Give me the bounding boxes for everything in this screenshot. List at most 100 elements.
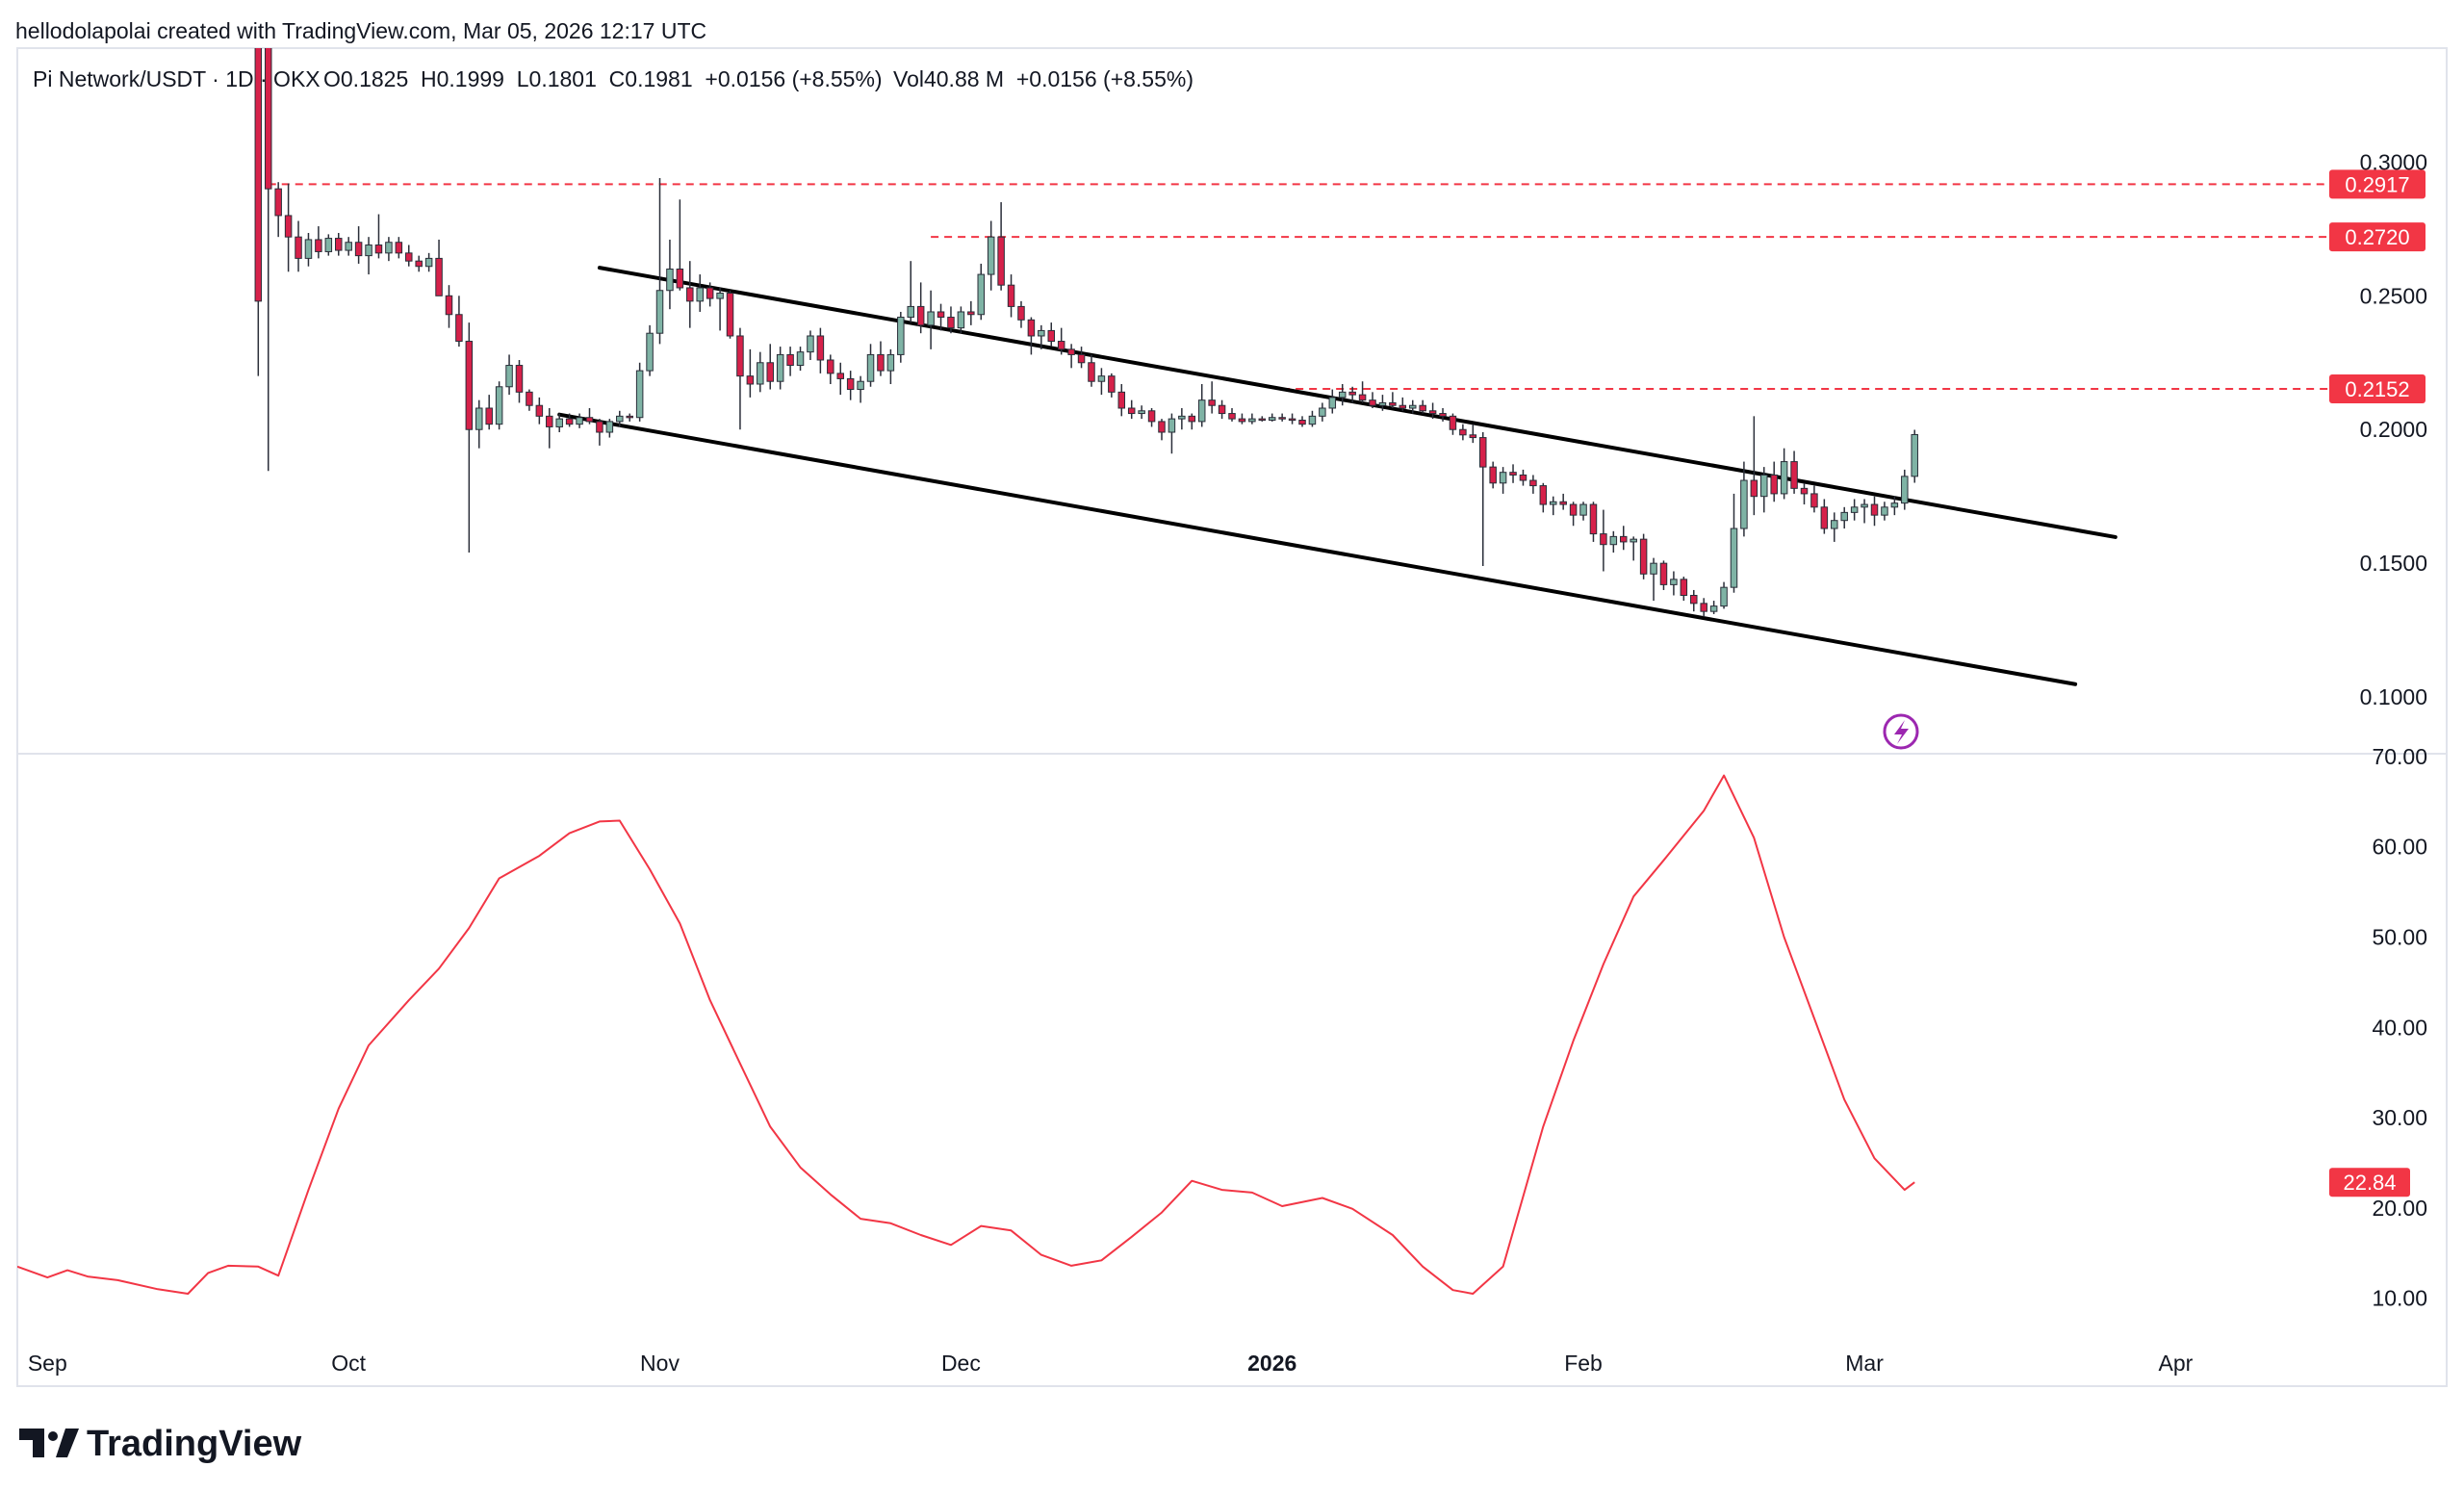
candle [1550, 496, 1557, 516]
candle [1469, 424, 1477, 444]
candle [1319, 402, 1326, 422]
candle [1108, 373, 1116, 398]
svg-text:22.84: 22.84 [2343, 1171, 2396, 1195]
candle [1117, 383, 1126, 417]
candle [1228, 408, 1236, 422]
candle [1499, 467, 1507, 494]
candle [1459, 424, 1467, 441]
tradingview-logo[interactable]: TradingView [19, 1424, 302, 1464]
candle [635, 362, 644, 422]
candle [1881, 502, 1888, 521]
candle [1850, 499, 1859, 521]
candle [1338, 383, 1347, 406]
candle [1630, 536, 1637, 561]
indicator-value-badge: 22.84 [2329, 1168, 2410, 1197]
candle [424, 252, 433, 272]
time-axis-label: Feb [1564, 1351, 1603, 1376]
candle [1027, 317, 1036, 355]
candle [596, 419, 603, 446]
candle [515, 359, 524, 403]
indicator-axis-tick: 50.00 [2372, 924, 2427, 949]
candle [1268, 413, 1276, 422]
svg-text:0.2917: 0.2917 [2345, 172, 2409, 196]
candle [836, 362, 844, 396]
candle [1278, 413, 1286, 422]
candle [1017, 300, 1025, 328]
candle [726, 290, 734, 339]
candle [927, 290, 935, 349]
candle [897, 311, 905, 363]
channel-lower-line[interactable] [557, 412, 2078, 686]
time-axis-label: Apr [2158, 1351, 2193, 1376]
candle [866, 344, 875, 387]
candle [1600, 509, 1607, 572]
candle [696, 274, 704, 312]
candle [736, 327, 744, 430]
candle [1298, 416, 1306, 427]
candle [585, 408, 594, 425]
candle [526, 389, 533, 411]
price-axis-tick: 0.2000 [2360, 417, 2427, 442]
tradingview-logo-text: TradingView [87, 1424, 302, 1464]
price-axis-tick: 0.1000 [2360, 684, 2427, 709]
candle [1077, 347, 1086, 369]
candle [957, 306, 965, 334]
indicator-axis-tick: 10.00 [2372, 1286, 2427, 1311]
candle [1067, 344, 1075, 369]
candle [284, 183, 293, 272]
symbol-title[interactable]: Pi Network/USDT · 1D · OKX [33, 66, 321, 91]
candle [546, 408, 553, 449]
indicator-axis-tick: 30.00 [2372, 1105, 2427, 1130]
lightning-icon[interactable] [1883, 713, 1919, 750]
candle [1559, 493, 1567, 510]
time-axis[interactable]: Sep Oct Nov Dec 2026 Feb Mar Apr [28, 1351, 2194, 1376]
candle [1700, 598, 1707, 617]
indicator-axis[interactable]: 70.00 60.00 50.00 40.00 30.00 20.00 10.00 [2372, 744, 2427, 1311]
candle [1258, 416, 1267, 422]
candle [1569, 502, 1578, 527]
candle [505, 354, 513, 396]
channel-upper-line[interactable] [597, 266, 2118, 539]
candle [415, 255, 423, 272]
candle [1489, 461, 1497, 489]
candle [676, 199, 684, 291]
price-axis-tick: 0.2500 [2360, 283, 2427, 308]
candle [706, 282, 714, 307]
candle [1358, 381, 1367, 403]
candle [374, 214, 383, 259]
candle [1890, 496, 1899, 516]
candle [1449, 413, 1457, 435]
candle [1639, 533, 1648, 579]
volume-readout: Vol40.88 M +0.0156 (+8.55%) [893, 66, 1194, 91]
candle [1478, 432, 1487, 566]
chart-frame [16, 47, 2448, 1387]
candle [274, 182, 282, 238]
candle [1328, 389, 1337, 414]
candle [1208, 381, 1216, 414]
candle [1218, 399, 1226, 420]
candle [1158, 419, 1166, 441]
candle [686, 261, 694, 328]
candle [535, 397, 544, 425]
candle [816, 327, 825, 373]
candle [937, 303, 945, 331]
candle [827, 354, 834, 384]
candle [776, 347, 784, 390]
candle [295, 220, 302, 272]
candle [967, 300, 975, 325]
time-axis-label: Sep [28, 1351, 67, 1376]
candle [807, 330, 814, 360]
candle [354, 226, 363, 264]
time-axis-label: Oct [331, 1351, 366, 1376]
candle [315, 226, 322, 259]
candle [1579, 502, 1587, 521]
candle [1178, 408, 1186, 430]
price-badges: 0.2917 0.2720 0.2152 22.84 [2329, 169, 2426, 1197]
candle [1519, 469, 1527, 486]
attribution-text: hellodolapolai created with TradingView.… [15, 18, 706, 43]
candle [796, 347, 805, 372]
candle [1609, 530, 1618, 553]
candle [1670, 571, 1678, 596]
